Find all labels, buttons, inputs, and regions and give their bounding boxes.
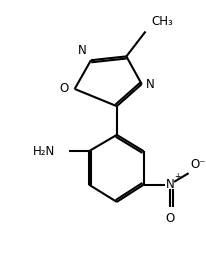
Text: O: O bbox=[165, 213, 174, 226]
Text: N: N bbox=[165, 178, 174, 191]
Text: H₂N: H₂N bbox=[33, 145, 55, 158]
Text: N: N bbox=[145, 78, 153, 91]
Text: CH₃: CH₃ bbox=[151, 15, 172, 28]
Text: +: + bbox=[173, 172, 180, 181]
Text: O⁻: O⁻ bbox=[190, 158, 205, 171]
Text: N: N bbox=[78, 44, 87, 57]
Text: O: O bbox=[59, 82, 69, 95]
